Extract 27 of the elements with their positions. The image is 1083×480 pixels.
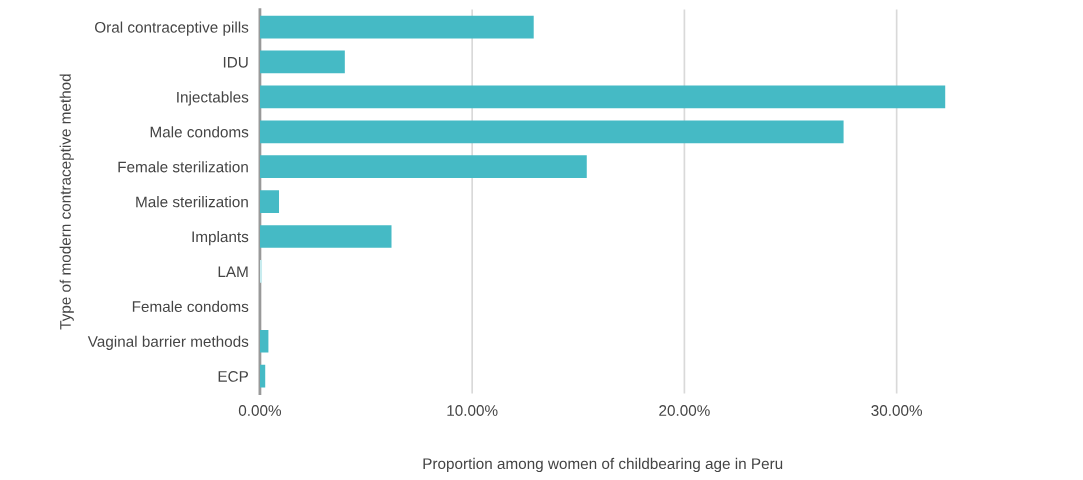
y-tick-label: Female condoms [132, 300, 249, 313]
y-tick-label: ECP [218, 371, 248, 382]
bar [259, 15, 534, 39]
bar [259, 190, 280, 213]
bar [259, 50, 345, 74]
y-tick-label: LAM [218, 266, 248, 277]
bar [259, 329, 269, 353]
x-axis-title: Proportion among women of childbearing age in Peru [423, 457, 783, 473]
x-tick-label: 20.00% [659, 405, 710, 416]
y-tick-label: Implants [192, 230, 249, 246]
x-tick-label: 10.00% [447, 405, 498, 416]
bar [259, 120, 844, 144]
y-tick-label: Vaginal barrier methods [87, 335, 249, 350]
y-tick-label: Male sterilization [136, 196, 248, 208]
y-tick-label: Oral contraceptive pills [95, 21, 249, 36]
bar [259, 85, 946, 109]
bar [259, 225, 392, 248]
y-axis-title: Type of modern contraceptive method [59, 74, 74, 330]
x-tick-label: 30.00% [871, 405, 923, 416]
y-tick-label: IDU [223, 56, 248, 68]
x-tick-label: 0.00% [238, 405, 282, 416]
bar [259, 364, 266, 388]
y-tick-label: Male condoms [150, 126, 249, 138]
bar [259, 155, 587, 179]
y-tick-label: Injectables [177, 91, 249, 106]
y-tick-label: Female sterilization [118, 161, 248, 173]
bar [259, 260, 263, 283]
